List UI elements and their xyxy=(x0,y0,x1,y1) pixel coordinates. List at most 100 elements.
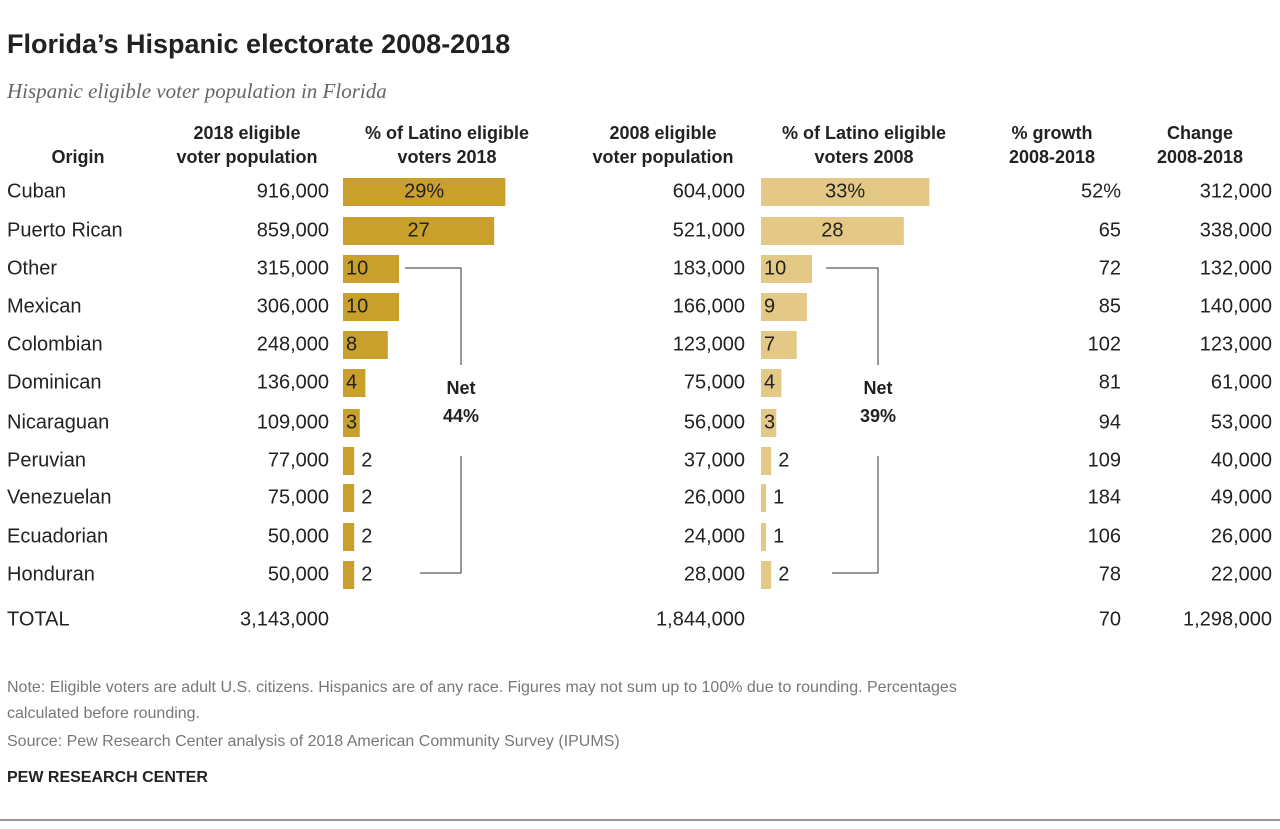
bar xyxy=(343,484,355,512)
bar-label: 8 xyxy=(346,333,357,355)
cell: 916,000 xyxy=(257,180,329,202)
origin: Ecuadorian xyxy=(7,525,108,547)
bar xyxy=(761,255,812,283)
bar xyxy=(761,369,782,397)
bracket xyxy=(405,267,462,574)
bar xyxy=(761,217,904,245)
cell: 136,000 xyxy=(257,371,329,393)
bar-label: 2 xyxy=(778,449,789,471)
total-label: TOTAL xyxy=(7,608,70,630)
bar-label: 10 xyxy=(764,257,786,279)
bar-label: 27 xyxy=(407,219,429,241)
bar xyxy=(343,561,355,589)
cell: 61,000 xyxy=(1211,371,1272,393)
net-label: 39% xyxy=(860,406,896,426)
bar-label: 3 xyxy=(764,411,775,433)
bar-label: 10 xyxy=(346,295,368,317)
cell: 26,000 xyxy=(1211,525,1272,547)
cell: 81 xyxy=(1099,371,1121,393)
cell: 306,000 xyxy=(257,295,329,317)
cell: 75,000 xyxy=(268,486,329,508)
bar-label: 3 xyxy=(346,411,357,433)
column-header: % of Latino eligible voters 2008 xyxy=(782,123,946,167)
cell: 102 xyxy=(1088,333,1121,355)
cell: 859,000 xyxy=(257,219,329,241)
cell: 123,000 xyxy=(673,333,745,355)
bar-label: 7 xyxy=(764,333,775,355)
footer: PEW RESEARCH CENTER xyxy=(7,769,208,786)
cell: 28,000 xyxy=(684,563,745,585)
cell: 72 xyxy=(1099,257,1121,279)
cell: 1,844,000 xyxy=(656,608,745,630)
cell: 37,000 xyxy=(684,449,745,471)
cell: 50,000 xyxy=(268,563,329,585)
origin: Honduran xyxy=(7,563,95,585)
cell: 166,000 xyxy=(673,295,745,317)
origin: Cuban xyxy=(7,180,66,202)
column-header: % of Latino eligible voters 2018 xyxy=(365,123,529,167)
origin: Other xyxy=(7,257,57,279)
bar-label: 1 xyxy=(773,525,784,547)
cell: 3,143,000 xyxy=(240,608,329,630)
bar xyxy=(761,447,772,475)
bar-label: 1 xyxy=(773,486,784,508)
bar-label: 33% xyxy=(825,180,865,202)
bar xyxy=(761,178,930,206)
cell: 85 xyxy=(1099,295,1121,317)
bar-label: 4 xyxy=(346,371,357,393)
column-header: Origin xyxy=(52,147,105,167)
bar xyxy=(761,484,767,512)
cell: 75,000 xyxy=(684,371,745,393)
bar xyxy=(343,331,388,359)
origin: Puerto Rican xyxy=(7,219,123,241)
origin: Dominican xyxy=(7,371,101,393)
cell: 94 xyxy=(1099,411,1121,433)
bar xyxy=(343,523,355,551)
bar-label: 2 xyxy=(361,486,372,508)
bar xyxy=(343,217,495,245)
cell: 22,000 xyxy=(1211,563,1272,585)
origin: Peruvian xyxy=(7,449,86,471)
net-label: Net xyxy=(863,378,892,398)
cell: 183,000 xyxy=(673,257,745,279)
bar-label: 2 xyxy=(361,563,372,585)
cell: 49,000 xyxy=(1211,486,1272,508)
source: Source: Pew Research Center analysis of … xyxy=(7,733,620,750)
cell: 132,000 xyxy=(1200,257,1272,279)
bar-label: 2 xyxy=(361,525,372,547)
column-header: 2018 eligible voter population xyxy=(177,123,318,167)
origin: Colombian xyxy=(7,333,103,355)
note: Note: Eligible voters are adult U.S. cit… xyxy=(7,679,957,722)
cell: 70 xyxy=(1099,608,1121,630)
bar xyxy=(761,293,807,321)
cell: 312,000 xyxy=(1200,180,1272,202)
subtitle: Hispanic eligible voter population in Fl… xyxy=(6,79,387,103)
cell: 338,000 xyxy=(1200,219,1272,241)
net-label: 44% xyxy=(443,406,479,426)
bar-label: 29% xyxy=(404,180,444,202)
cell: 604,000 xyxy=(673,180,745,202)
cell: 78 xyxy=(1099,563,1121,585)
bar xyxy=(343,178,506,206)
column-header: % growth 2008-2018 xyxy=(1009,123,1095,167)
cell: 50,000 xyxy=(268,525,329,547)
cell: 1,298,000 xyxy=(1183,608,1272,630)
bar-label: 28 xyxy=(821,219,843,241)
cell: 184 xyxy=(1088,486,1121,508)
bar-label: 9 xyxy=(764,295,775,317)
cell: 56,000 xyxy=(684,411,745,433)
cell: 109,000 xyxy=(257,411,329,433)
cell: 123,000 xyxy=(1200,333,1272,355)
cell: 77,000 xyxy=(268,449,329,471)
cell: 24,000 xyxy=(684,525,745,547)
title: Florida’s Hispanic electorate 2008-2018 xyxy=(7,29,510,59)
bar-label: 10 xyxy=(346,257,368,279)
cell: 26,000 xyxy=(684,486,745,508)
bar xyxy=(343,255,399,283)
cell: 248,000 xyxy=(257,333,329,355)
cell: 40,000 xyxy=(1211,449,1272,471)
cell: 521,000 xyxy=(673,219,745,241)
bar xyxy=(343,369,366,397)
cell: 53,000 xyxy=(1211,411,1272,433)
cell: 106 xyxy=(1088,525,1121,547)
